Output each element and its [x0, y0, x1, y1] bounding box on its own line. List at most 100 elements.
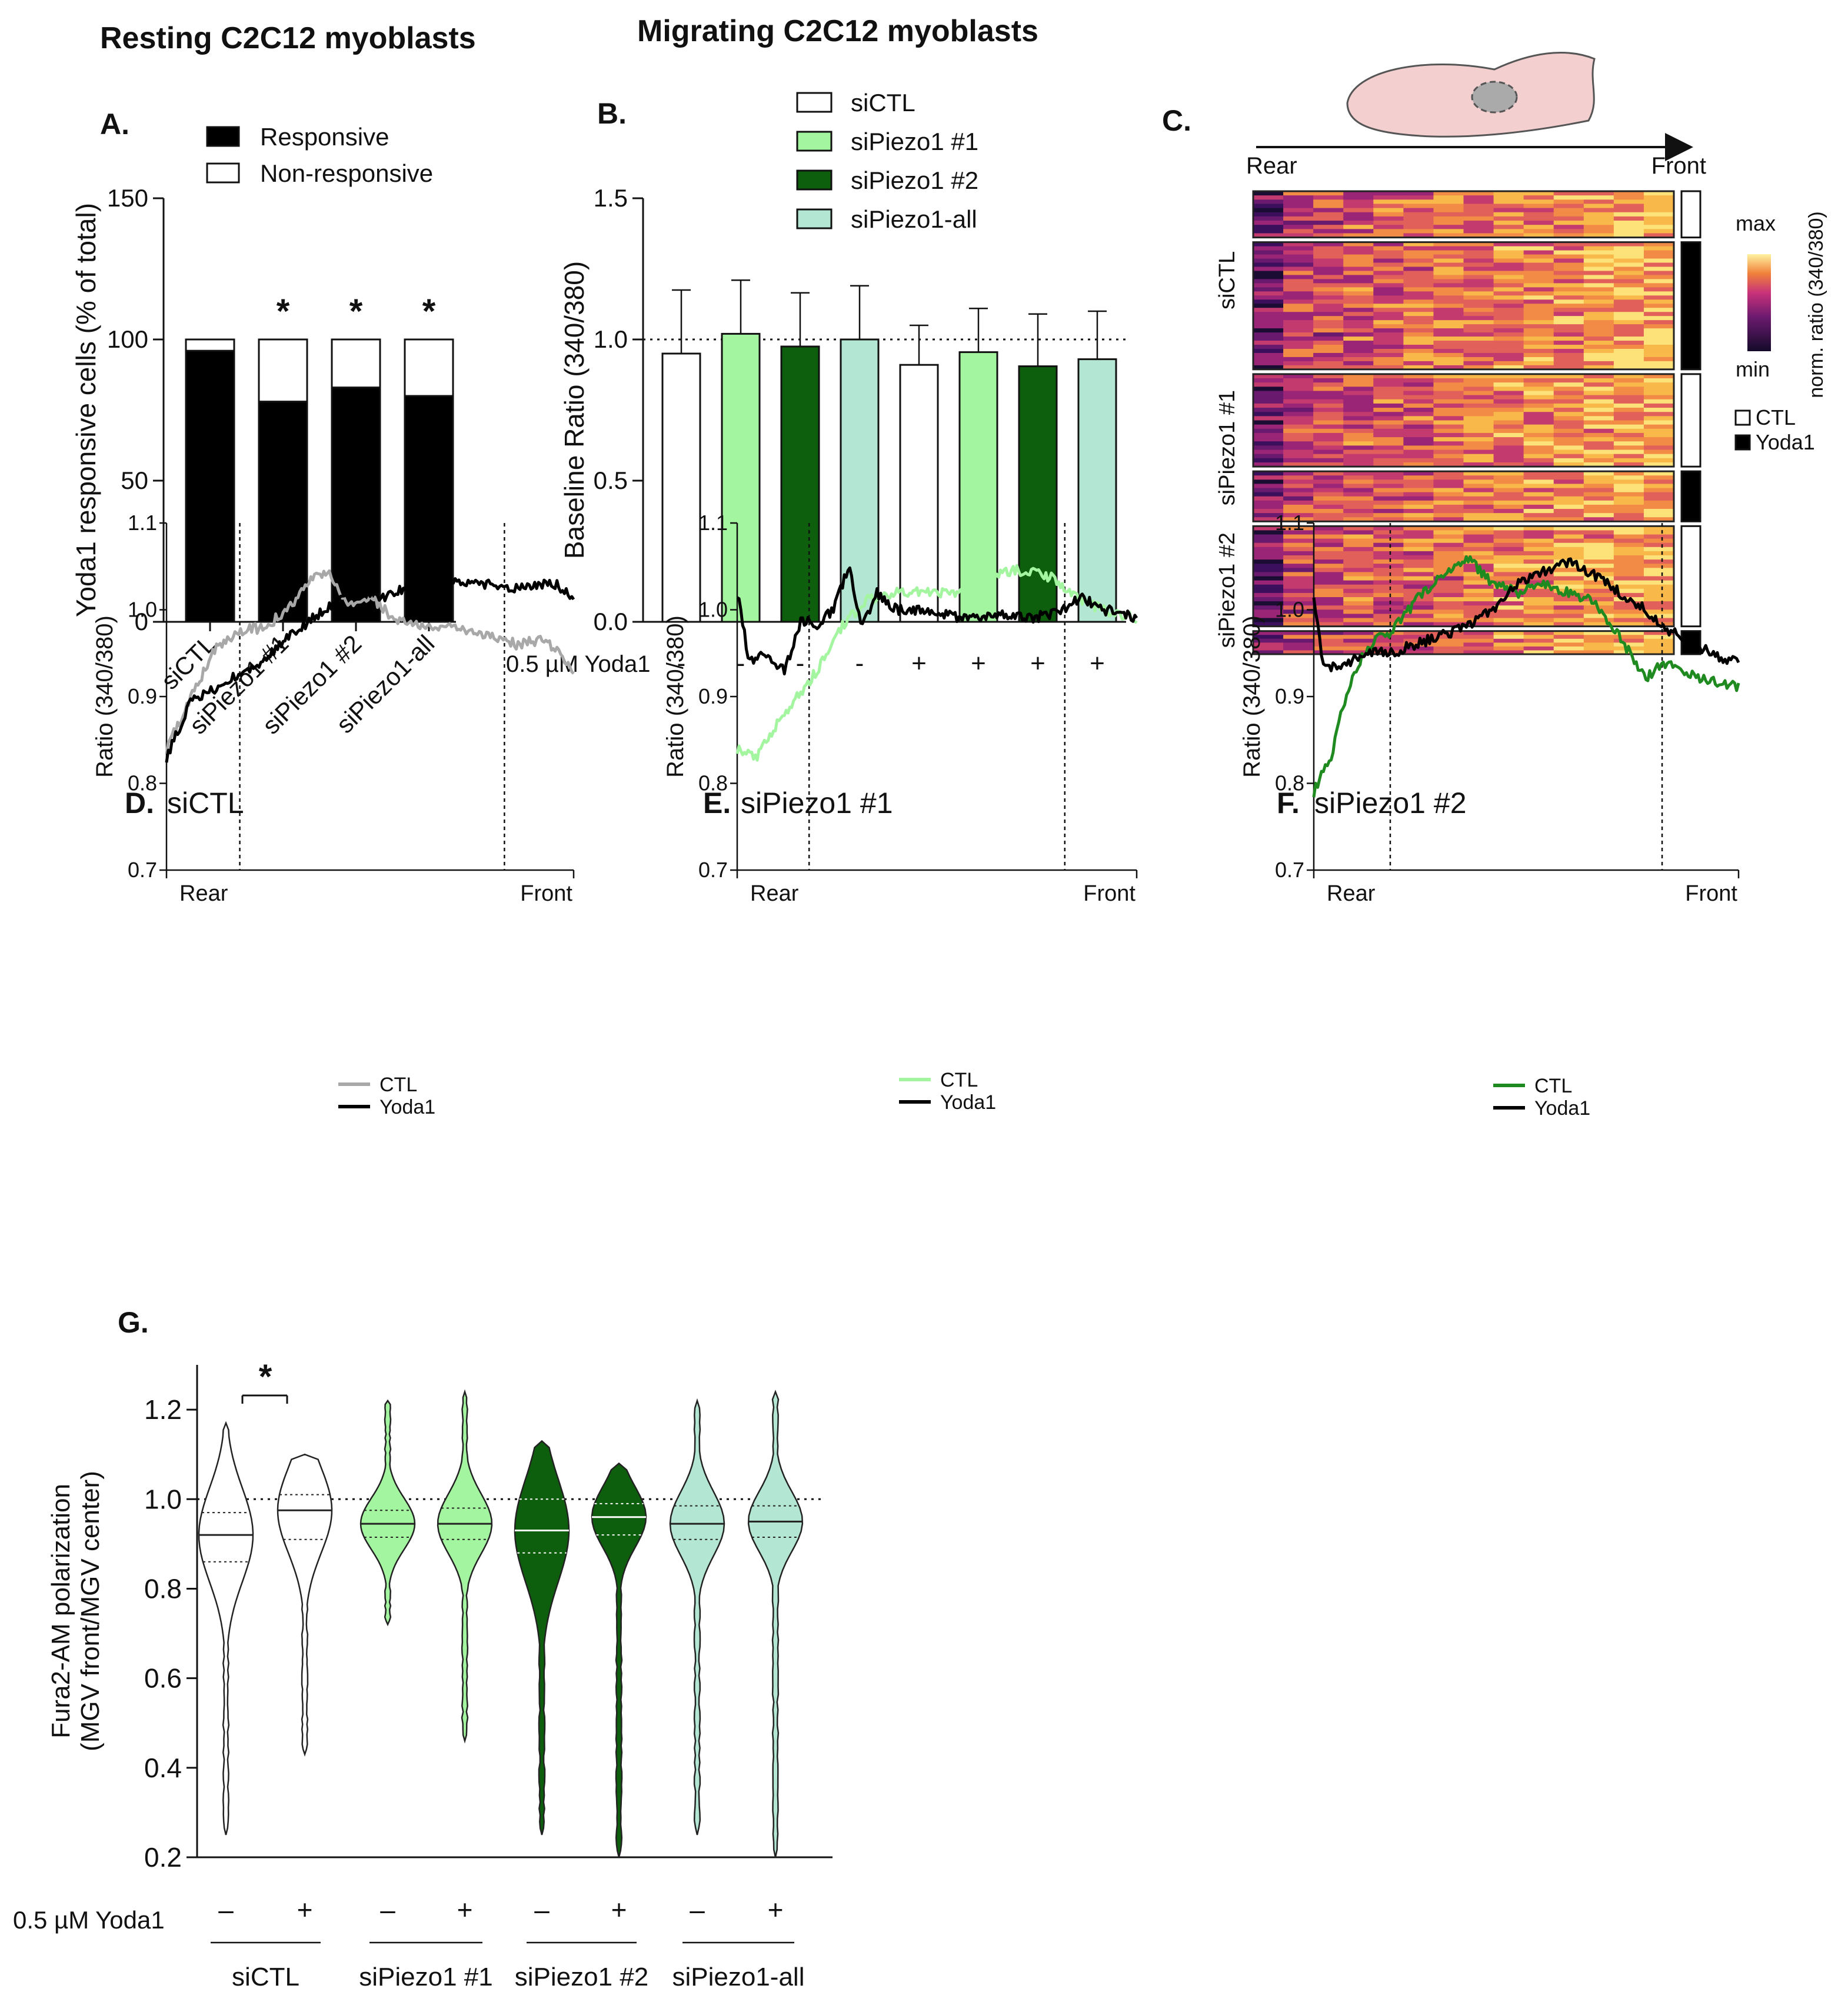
- heatmap-cell: [1403, 291, 1434, 296]
- heatmap-cell: [1463, 275, 1494, 280]
- heatmap-cell: [1523, 635, 1554, 639]
- heatmap-cell: [1373, 555, 1404, 560]
- heatmap-cell: [1463, 412, 1494, 417]
- heatmap-frame: [1252, 373, 1675, 468]
- heatmap-cell: [1643, 412, 1674, 417]
- heatmap-cell: [1553, 564, 1584, 568]
- y-tick-label: 1.1: [1275, 511, 1304, 535]
- heatmap-cell: [1313, 391, 1344, 396]
- heatmap-cell: [1313, 509, 1344, 514]
- heatmap-cell: [1373, 332, 1404, 337]
- bar: [721, 332, 761, 623]
- heatmap-cell: [1523, 441, 1554, 446]
- legend-label: Responsive: [260, 123, 389, 151]
- heatmap-cell: [1583, 437, 1614, 442]
- heatmap-cell: [1403, 534, 1434, 539]
- heatmap-cell: [1373, 597, 1404, 602]
- heatmap-cell: [1583, 479, 1614, 485]
- heatmap-cell: [1523, 420, 1554, 425]
- heatmap-cell: [1313, 638, 1344, 643]
- heatmap-cell: [1343, 492, 1374, 497]
- heatmap-cell: [1433, 229, 1464, 234]
- heatmap-cell: [1283, 530, 1314, 535]
- heatmap-cell: [1403, 387, 1434, 392]
- legend-swatch: [1734, 434, 1751, 451]
- heatmap-cell: [1553, 449, 1584, 455]
- heatmap-cell: [1313, 526, 1344, 531]
- heatmap-cell: [1583, 462, 1614, 467]
- heatmap-cell: [1613, 341, 1644, 345]
- heatmap-cell: [1313, 287, 1344, 292]
- heatmap-cell: [1253, 382, 1284, 387]
- heatmap-cell: [1433, 475, 1464, 480]
- heatmap-cell: [1403, 588, 1434, 594]
- heatmap-cell: [1343, 308, 1374, 312]
- heatmap-cell: [1613, 458, 1644, 463]
- heatmap-cell: [1583, 262, 1614, 268]
- heatmap-cell: [1613, 650, 1644, 655]
- heatmap-cell: [1493, 412, 1524, 417]
- heatmap-cell: [1253, 420, 1284, 425]
- heatmap-cell: [1313, 283, 1344, 288]
- heatmap-cell: [1523, 462, 1554, 467]
- heatmap-cell: [1313, 504, 1344, 509]
- heatmap-cell: [1523, 484, 1554, 489]
- heatmap-cell: [1343, 542, 1374, 548]
- heatmap-cell: [1343, 246, 1374, 251]
- heatmap-cell: [1403, 324, 1434, 329]
- heatmap-cell: [1283, 509, 1314, 514]
- heatmap-cell: [1313, 225, 1344, 229]
- legend-label: Yoda1: [1534, 1097, 1590, 1120]
- heatmap-cell: [1373, 283, 1404, 288]
- heatmap-cell: [1523, 479, 1554, 485]
- heatmap-cell: [1373, 445, 1404, 451]
- heatmap-cell: [1643, 341, 1674, 345]
- group-label: siCTL: [1215, 251, 1240, 309]
- heatmap-cell: [1283, 316, 1314, 321]
- heatmap-cell: [1403, 391, 1434, 396]
- heatmap-cell: [1583, 449, 1614, 455]
- heatmap-cell: [1583, 496, 1614, 501]
- heatmap-cell: [1373, 428, 1404, 434]
- heatmap-cell: [1253, 432, 1284, 438]
- heatmap-cell: [1613, 484, 1644, 489]
- heatmap-cell: [1373, 642, 1404, 647]
- heatmap-cell: [1523, 530, 1554, 535]
- heatmap-cell: [1283, 592, 1314, 598]
- heatmap-cell: [1403, 530, 1434, 535]
- colorbar-max-label: max: [1736, 211, 1776, 235]
- heatmap-cell: [1613, 500, 1644, 505]
- heatmap-cell: [1493, 250, 1524, 255]
- heatmap-cell: [1463, 374, 1494, 379]
- heatmap-cell: [1313, 492, 1344, 497]
- heatmap-cell: [1433, 337, 1464, 341]
- heatmap-cell: [1253, 348, 1284, 354]
- heatmap-cell: [1343, 283, 1374, 288]
- heatmap-cell: [1493, 365, 1524, 370]
- heatmap-cell: [1373, 212, 1404, 217]
- heatmap-cell: [1283, 191, 1314, 196]
- heatmap-cell: [1583, 471, 1614, 476]
- heatmap-cell: [1463, 572, 1494, 577]
- heatmap-cell: [1643, 250, 1674, 255]
- heatmap-cell: [1433, 462, 1464, 467]
- heatmap-cell: [1343, 291, 1374, 296]
- heatmap-cell: [1253, 361, 1284, 366]
- y-axis-label: (MGV front/MGV center): [76, 1471, 105, 1751]
- heatmap-cell: [1433, 242, 1464, 247]
- heatmap-cell: [1583, 195, 1614, 200]
- heatmap-cell: [1373, 492, 1404, 497]
- heatmap-cell: [1493, 275, 1524, 280]
- heatmap-cell: [1583, 382, 1614, 387]
- heatmap-cell: [1343, 387, 1374, 392]
- heatmap-cell: [1313, 295, 1344, 300]
- heatmap-cell: [1343, 341, 1374, 345]
- heatmap-cell: [1493, 572, 1524, 577]
- heatmap-cell: [1343, 316, 1374, 321]
- heatmap-cell: [1463, 378, 1494, 383]
- heatmap-cell: [1253, 513, 1284, 518]
- heatmap-cell: [1433, 312, 1464, 317]
- heatmap-cell: [1313, 445, 1344, 451]
- heatmap-cell: [1493, 584, 1524, 589]
- heatmap-cell: [1523, 361, 1554, 366]
